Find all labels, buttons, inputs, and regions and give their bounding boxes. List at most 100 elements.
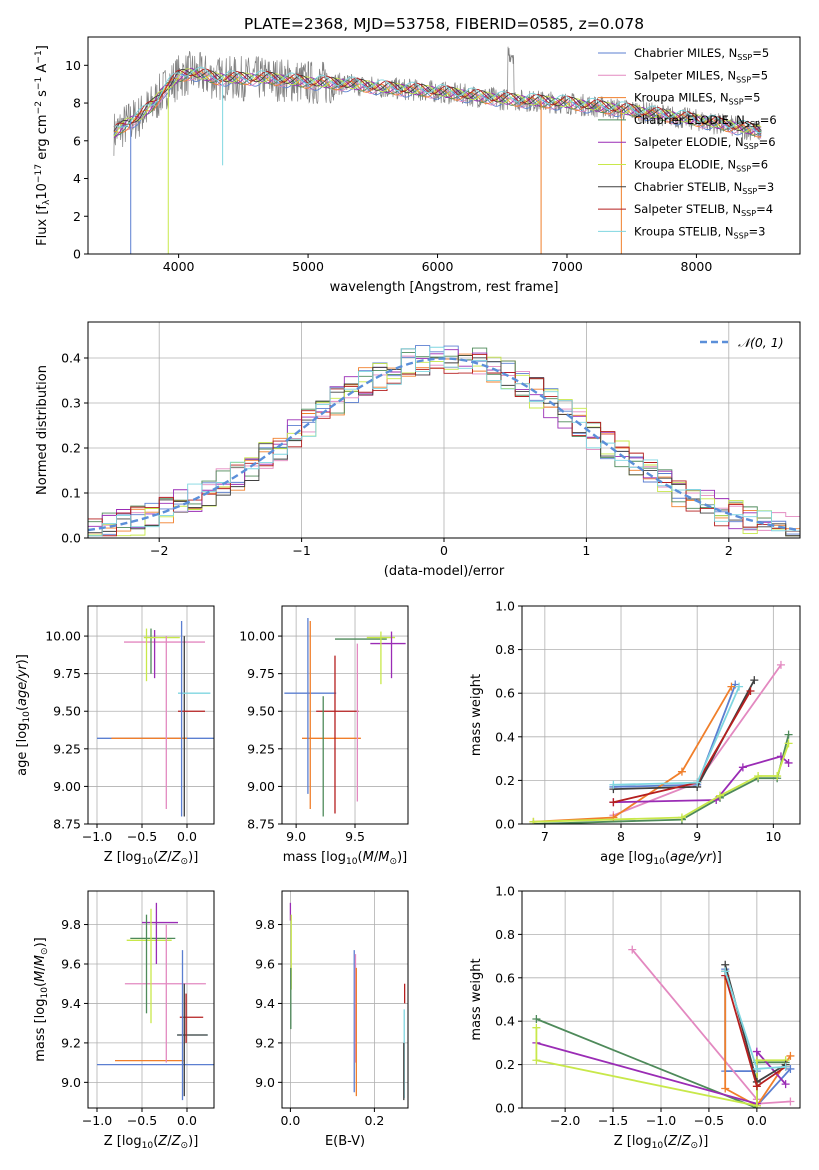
y-tick-label: 0.6 bbox=[495, 686, 515, 701]
mass-vs-Z-y-label-part: ⊙ bbox=[40, 947, 50, 955]
weight-vs-Z-grid bbox=[522, 890, 800, 1109]
legend-label: Salpeter STELIB, NSSP=4 bbox=[634, 202, 773, 218]
weight-marker bbox=[754, 772, 763, 781]
weight-line-kroupa-stelib bbox=[724, 971, 786, 1070]
y-tick-label: 9.75 bbox=[53, 666, 81, 681]
y-tick-label: 9.50 bbox=[247, 704, 275, 719]
legend-label: Salpeter MILES, NSSP=5 bbox=[634, 68, 768, 84]
y-tick-label: 0.8 bbox=[495, 927, 515, 942]
y-tick-label: 0.2 bbox=[495, 773, 515, 788]
weight-vs-Z-x-label-part: Z [log bbox=[614, 1134, 652, 1149]
legend-label-part: Salpeter MILES, N bbox=[634, 68, 736, 82]
x-tick-label: 0.0 bbox=[177, 1113, 197, 1128]
mass-vs-Z-y-label-part: 10 bbox=[40, 987, 50, 999]
weight-vs-age-x-label-part: )] bbox=[712, 850, 722, 865]
age-vs-mass-x-label-part: 10 bbox=[346, 857, 358, 867]
x-tick-label: 0.2 bbox=[364, 1113, 384, 1128]
normal-curve bbox=[88, 357, 800, 532]
weight-marker bbox=[609, 798, 618, 807]
legend-label-part: Kroupa ELODIE, N bbox=[634, 158, 736, 172]
y-tick-label: 9.0 bbox=[255, 1075, 275, 1090]
model-line-chabrier-stelib bbox=[113, 68, 762, 132]
mass-vs-Z-grid bbox=[88, 891, 214, 1108]
spectrum-y-label-part: −17 bbox=[34, 164, 44, 183]
y-tick-label: 9.6 bbox=[255, 956, 275, 971]
y-tick-label: 8.75 bbox=[247, 817, 275, 832]
model-line-kroupa-stelib bbox=[113, 66, 762, 134]
x-tick-label: 0.0 bbox=[747, 1113, 767, 1128]
age-vs-Z-x-label-part: ⊙ bbox=[181, 857, 189, 867]
weight-line-kroupa-miles bbox=[724, 971, 792, 1107]
weight-marker bbox=[738, 763, 747, 772]
y-tick-label: 0 bbox=[73, 247, 81, 262]
y-tick-label: 9.0 bbox=[61, 1075, 81, 1090]
weight-marker bbox=[628, 945, 637, 954]
weight-marker bbox=[693, 778, 702, 787]
weight-marker bbox=[752, 1082, 761, 1091]
normal-legend-label: 𝒩(0, 1) bbox=[738, 335, 784, 350]
x-tick-label: 7 bbox=[541, 829, 549, 844]
y-tick-label: 9.75 bbox=[247, 666, 275, 681]
age-vs-Z-x-label-part: Z bbox=[171, 850, 182, 865]
weight-marker bbox=[786, 1051, 795, 1060]
weight-marker bbox=[784, 730, 793, 739]
mass-vs-Z-x-label-part: / bbox=[167, 1134, 172, 1149]
weight-marker bbox=[721, 967, 730, 976]
mass-vs-EBV-grid bbox=[282, 891, 408, 1108]
spectrum-frame bbox=[87, 36, 801, 255]
y-tick-label: 2 bbox=[73, 209, 81, 224]
y-tick-label: 10.00 bbox=[239, 629, 275, 644]
y-tick-label: 1.0 bbox=[495, 599, 515, 614]
x-tick-label: −0.5 bbox=[127, 829, 157, 844]
weight-marker bbox=[716, 791, 725, 800]
spectrum-y-label-part: s bbox=[35, 90, 50, 101]
mass-vs-Z-x-label-part: ⊙ bbox=[181, 1141, 189, 1151]
legend-label-part: SSP bbox=[734, 231, 749, 240]
spectrum-y-label-part: Flux [f bbox=[35, 205, 50, 246]
weight-line-chabrier-stelib bbox=[613, 679, 756, 790]
mass-vs-Z-x-label-part: Z [log bbox=[104, 1134, 142, 1149]
weight-line-kroupa-stelib bbox=[613, 686, 740, 786]
legend-label-part: =6 bbox=[759, 135, 776, 149]
mass-vs-Z-x-label-part: )] bbox=[188, 1134, 198, 1149]
weight-vs-Z-x-label-part: 10 bbox=[652, 1141, 664, 1151]
y-tick-label: 0.2 bbox=[495, 1057, 515, 1072]
legend-label-part: Salpeter ELODIE, N bbox=[634, 135, 744, 149]
y-tick-label: 9.00 bbox=[247, 779, 275, 794]
weight-vs-Z-x-label-part: ( bbox=[663, 1134, 668, 1149]
legend-label-part: SSP bbox=[744, 142, 759, 151]
legend-label: Kroupa ELODIE, NSSP=6 bbox=[634, 158, 768, 174]
weight-marker bbox=[752, 1047, 761, 1056]
spectrum-x-label: wavelength [Angstrom, rest frame] bbox=[330, 280, 559, 295]
residuals-plot-area bbox=[88, 345, 800, 538]
y-tick-label: 9.4 bbox=[61, 996, 81, 1011]
weight-marker bbox=[532, 1023, 541, 1032]
age-vs-Z-plot-area bbox=[97, 621, 214, 817]
age-vs-mass-x-label-part: mass [log bbox=[283, 850, 346, 865]
y-tick-label: 0.0 bbox=[495, 1101, 515, 1116]
age-vs-Z-x-label-part: )] bbox=[188, 850, 198, 865]
x-tick-label: 0.0 bbox=[280, 1113, 300, 1128]
x-tick-label: 9.5 bbox=[345, 829, 365, 844]
legend-label: Salpeter ELODIE, NSSP=6 bbox=[634, 135, 776, 151]
spectrum-x-label-part: wavelength [Angstrom, rest frame] bbox=[330, 280, 559, 295]
weight-vs-age-plot-area bbox=[529, 660, 793, 824]
weight-marker bbox=[786, 1097, 795, 1106]
y-tick-label: 6 bbox=[73, 133, 81, 148]
y-tick-label: 9.25 bbox=[53, 741, 81, 756]
age-vs-Z-x-label-part: Z bbox=[157, 850, 168, 865]
legend-label-part: SSP bbox=[737, 53, 752, 62]
x-tick-label: −1.5 bbox=[598, 1113, 628, 1128]
y-tick-label: 0.3 bbox=[61, 396, 81, 411]
residuals-y-label: Normed distribution bbox=[35, 365, 50, 495]
weight-line-kroupa-elodie bbox=[533, 743, 790, 823]
legend-label-part: =6 bbox=[760, 113, 777, 127]
weight-vs-Z-x-label-part: ⊙ bbox=[691, 1141, 699, 1151]
model-line-salpeter-elodie bbox=[113, 67, 762, 139]
y-tick-label: 10.00 bbox=[45, 629, 81, 644]
age-vs-Z-x-label: Z [log10​(Z/Z⊙​)] bbox=[104, 850, 199, 867]
x-tick-label: 8 bbox=[617, 829, 625, 844]
y-tick-label: 9.2 bbox=[255, 1035, 275, 1050]
x-tick-label: −2.0 bbox=[550, 1113, 580, 1128]
